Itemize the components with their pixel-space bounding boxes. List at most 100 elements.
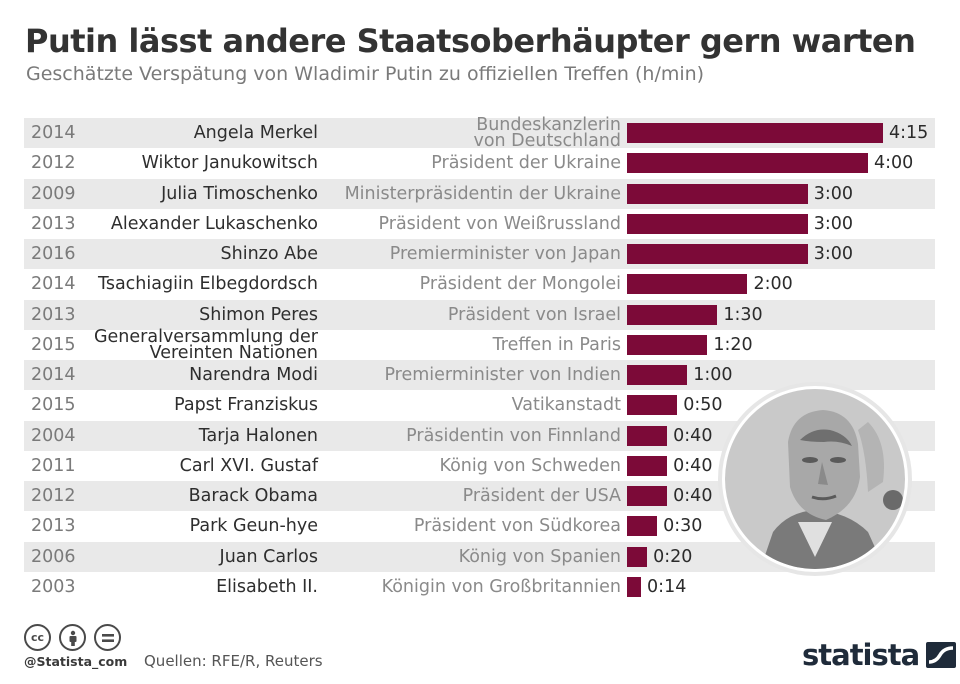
- bar: [627, 153, 868, 174]
- bar: [627, 395, 678, 416]
- bar: [627, 365, 688, 385]
- year-label: 2015: [31, 395, 76, 416]
- leader-name: Narendra Modi: [189, 365, 318, 385]
- year-label: 2012: [31, 486, 76, 506]
- bar: [627, 274, 748, 295]
- value-label: 0:40: [673, 486, 713, 506]
- leader-name: Shinzo Abe: [220, 244, 318, 264]
- table-row: 2012 Wiktor Janukowitsch Präsident der Ukr…: [24, 148, 935, 178]
- year-label: 2013: [31, 304, 76, 325]
- value-label: 3:00: [813, 213, 854, 234]
- year-label: 2013: [31, 516, 76, 537]
- year-label: 2016: [31, 244, 76, 264]
- value-label: 4:15: [889, 123, 929, 143]
- year-label: 2014: [31, 123, 76, 143]
- by-icon[interactable]: [59, 624, 86, 651]
- leader-role: Präsident von Weißrussland: [378, 213, 622, 234]
- leader-name: Papst Franziskus: [174, 395, 318, 416]
- value-label: 0:20: [653, 546, 693, 567]
- value-label: 0:40: [673, 455, 713, 476]
- statista-logo-icon: [926, 642, 957, 668]
- sources-note: Quellen: RFE/R, Reuters: [144, 652, 323, 670]
- table-row: 2014 Tsachiagiin Elbegdordsch Präsident de…: [24, 269, 935, 299]
- year-label: 2013: [31, 213, 76, 234]
- license-icons: cc: [24, 624, 121, 651]
- leader-name: Alexander Lukaschenko: [110, 213, 318, 234]
- value-label: 1:00: [693, 365, 733, 385]
- year-label: 2006: [31, 546, 76, 567]
- leader-name: Juan Carlos: [219, 546, 318, 567]
- leader-role: Präsident von Südkorea: [413, 516, 621, 537]
- table-row: 2014 Angela Merkel Bundeskanzlerin von Deu…: [24, 115, 935, 151]
- leader-role: Bundeskanzlerin von Deutschland: [473, 115, 621, 151]
- table-row: 2015 Papst Franziskus Vatikanstadt 0:50: [24, 390, 935, 420]
- value-label: 1:30: [723, 304, 763, 325]
- bar: [627, 546, 648, 567]
- bar: [627, 425, 668, 446]
- year-label: 2004: [31, 425, 76, 446]
- leader-name: Barack Obama: [188, 486, 318, 506]
- table-row: 2014 Narendra Modi Premierminister von Ind…: [24, 360, 935, 390]
- table-row: 2016 Shinzo Abe Premierminister von Japan 3…: [24, 239, 935, 269]
- year-label: 2015: [31, 334, 76, 355]
- leader-role: Vatikanstadt: [511, 395, 621, 416]
- leader-name: Carl XVI. Gustaf: [179, 455, 318, 476]
- year-label: 2009: [31, 183, 76, 204]
- value-label: 3:00: [813, 183, 854, 204]
- table-row: 2009 Julia Timoschenko Ministerpräsidentin…: [24, 178, 935, 209]
- statista-logo[interactable]: statista: [802, 638, 957, 672]
- value-label: 3:00: [813, 244, 854, 264]
- leader-role: Königin von Großbritannien: [381, 576, 621, 597]
- putin-portrait-icon: [718, 382, 912, 576]
- leader-role: Premierminister von Japan: [389, 244, 621, 264]
- year-label: 2014: [31, 274, 76, 295]
- table-row: 2013 Shimon Peres Präsident von Israel 1:30: [24, 299, 935, 330]
- value-label: 0:30: [663, 516, 703, 537]
- leader-role: König von Schweden: [439, 455, 621, 476]
- statista-logo-text: statista: [802, 638, 920, 672]
- nd-icon[interactable]: [94, 624, 121, 651]
- table-row: 2013 Park Geun-hye Präsident von Südkorea 0…: [24, 511, 935, 541]
- bar: [627, 183, 808, 204]
- leader-name: Angela Merkel: [193, 123, 318, 143]
- value-label: 4:00: [873, 153, 914, 174]
- year-label: 2011: [31, 455, 76, 476]
- bar: [627, 455, 668, 476]
- leader-role: Präsident der Mongolei: [419, 274, 621, 295]
- leader-name: Shimon Peres: [199, 304, 318, 325]
- leader-name: Generalversammlung der Vereinten Natione…: [93, 326, 318, 363]
- bar: [627, 123, 883, 143]
- leader-name: Tsachiagiin Elbegdordsch: [98, 274, 318, 295]
- year-label: 2003: [31, 576, 76, 597]
- leader-role: Präsident von Israel: [447, 304, 621, 325]
- table-row: 2013 Alexander Lukaschenko Präsident von W…: [24, 209, 935, 239]
- table-row: 2003 Elisabeth II. Königin von Großbritann…: [24, 572, 935, 602]
- leader-role: Präsident der USA: [462, 486, 621, 506]
- leader-role: König von Spanien: [458, 546, 621, 567]
- value-label: 0:14: [647, 576, 687, 597]
- bar: [627, 304, 718, 325]
- bar: [627, 334, 708, 355]
- bar: [627, 213, 808, 234]
- bar: [627, 486, 668, 506]
- value-label: 1:20: [713, 334, 753, 355]
- leader-name: Julia Timoschenko: [161, 183, 318, 204]
- value-label: 2:00: [753, 274, 793, 295]
- table-row: 2011 Carl XVI. Gustaf König von Schweden 0:…: [24, 451, 935, 481]
- bar: [627, 516, 658, 537]
- leader-name: Tarja Halonen: [198, 425, 318, 446]
- cc-icon[interactable]: cc: [24, 624, 51, 651]
- leader-name: Elisabeth II.: [216, 576, 318, 597]
- leader-name: Park Geun-hye: [189, 516, 318, 537]
- statista-handle[interactable]: @Statista_com: [24, 654, 128, 669]
- value-label: 0:50: [683, 395, 723, 416]
- year-label: 2014: [31, 365, 76, 385]
- leader-name: Wiktor Janukowitsch: [141, 153, 318, 174]
- leader-role: Treffen in Paris: [492, 334, 621, 355]
- leader-role: Ministerpräsidentin der Ukraine: [344, 183, 621, 204]
- year-label: 2012: [31, 153, 76, 174]
- bar: [627, 244, 808, 264]
- chart-subtitle: Geschätzte Verspätung von Wladimir Putin…: [26, 63, 705, 85]
- leader-role: Premierminister von Indien: [384, 365, 621, 385]
- chart-title: Putin lässt andere Staatsoberhäupter ger…: [25, 22, 916, 60]
